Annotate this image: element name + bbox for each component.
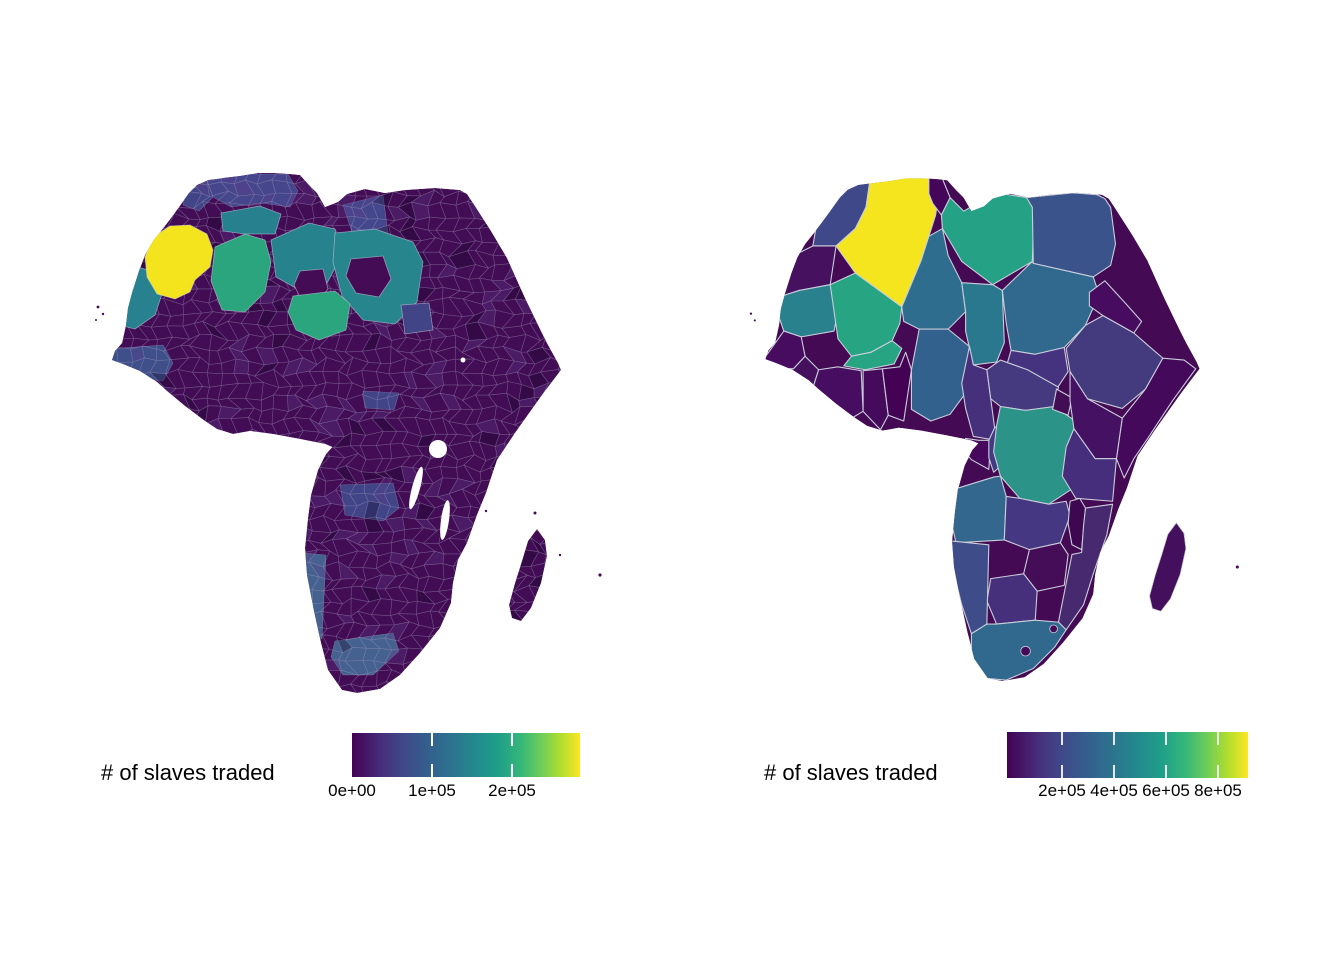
region-uganda (1053, 389, 1072, 415)
island-speck (753, 319, 756, 322)
region-angola (950, 476, 1006, 543)
ethnic-region-sahel-teal-north (221, 206, 281, 234)
island-speck (1235, 565, 1239, 569)
islands-left (95, 305, 602, 577)
colorbar-label: 8e+05 (1194, 781, 1242, 800)
colorbar-tick (1061, 765, 1063, 778)
lake-malawi (440, 500, 450, 540)
lake-tana (460, 357, 466, 363)
colorbar-right (1007, 732, 1248, 778)
ethnic-region-nubia-slate (401, 303, 433, 334)
island-speck (749, 312, 753, 315)
region-chad (962, 283, 1005, 365)
lake-tanganyika (409, 466, 423, 510)
island-speck (101, 312, 105, 316)
colorbar-tick (1165, 732, 1167, 745)
ethnic-region-chad-south-slate (363, 391, 399, 410)
colorbar-label: 2e+05 (1038, 781, 1086, 800)
colorbar-tick (431, 733, 433, 746)
region-eritrea (1089, 281, 1141, 333)
region-eswatini (1050, 625, 1058, 633)
region-burkina-faso (844, 341, 902, 370)
ethnic-region-dark-in-teal-2 (346, 256, 391, 297)
country-regions (765, 178, 1195, 680)
colorbar-label: 4e+05 (1090, 781, 1138, 800)
colorbar-tick (511, 764, 513, 777)
region-tanzania (1062, 429, 1116, 502)
colorbar-tick (431, 764, 433, 777)
island-speck (96, 305, 100, 309)
region-ghana (863, 369, 888, 430)
island-speck (484, 509, 488, 513)
colorbar-left (352, 733, 580, 777)
region-zambia (1004, 496, 1070, 549)
colorbar-tick (511, 733, 513, 746)
region-dr-congo (994, 406, 1080, 504)
lake-victoria (429, 440, 447, 458)
ethnic-region-sahel-green-1 (211, 234, 271, 312)
lakes (409, 357, 466, 540)
island-speck (598, 573, 602, 577)
colorbar-label: 0e+00 (328, 781, 376, 800)
region-egypt (1027, 193, 1116, 277)
island-speck (345, 452, 349, 456)
colorbar-label: 1e+05 (408, 781, 456, 800)
region-cote-divoire (813, 367, 863, 417)
colorbar-label: 6e+05 (1142, 781, 1190, 800)
region-somalia (1116, 358, 1195, 478)
ethnic-region-northwest-small (183, 181, 213, 211)
colorbar-label: 2e+05 (488, 781, 536, 800)
islands-right (749, 312, 1239, 569)
legend-title-left: # of slaves traded (101, 760, 275, 785)
colorbar-tick (1113, 732, 1115, 745)
ethnic-region-tuareg-yellow (145, 225, 213, 299)
colorbar-tick (1165, 765, 1167, 778)
region-botswana (987, 574, 1037, 624)
colorbar-tick (1061, 732, 1063, 745)
legend-title-right: # of slaves traded (764, 760, 938, 785)
island-speck (95, 319, 97, 321)
ethnic-region-coastal-maghreb-band (207, 174, 298, 207)
ethnic-region-sahel-green-2 (288, 291, 350, 340)
region-namibia (950, 541, 989, 634)
island-speck (558, 553, 562, 557)
over-mesh-regions (112, 206, 433, 340)
region-lesotho (1021, 646, 1031, 656)
region-mauritania (776, 285, 838, 337)
island-speck (533, 511, 537, 515)
colorbar-tick (1217, 765, 1219, 778)
colorbar-tick (1113, 765, 1115, 778)
ethnic-mesh-cells (112, 173, 561, 693)
colorbar-tick (1217, 732, 1219, 745)
ethnic-map-panel (95, 173, 602, 693)
country-map-panel (749, 178, 1239, 682)
region-madagascar (1149, 523, 1186, 612)
